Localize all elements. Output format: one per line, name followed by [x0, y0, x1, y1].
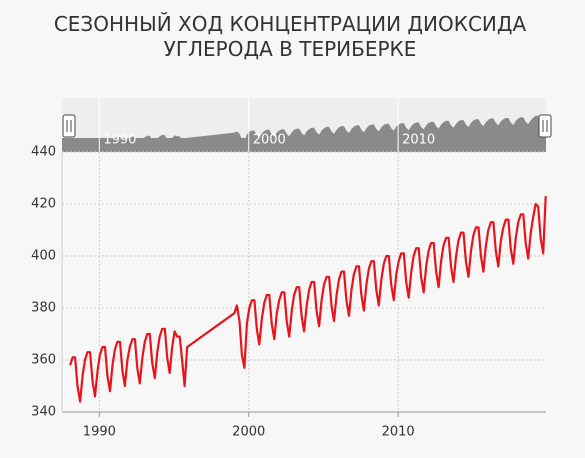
navigator-handle[interactable] [62, 114, 76, 138]
x-tick-label: 2010 [382, 425, 415, 440]
navigator-handle[interactable] [538, 114, 552, 138]
chart-title: СЕЗОННЫЙ ХОД КОНЦЕНТРАЦИИ ДИОКСИДА УГЛЕР… [53, 12, 527, 61]
y-tick-label: 420 [31, 197, 56, 212]
y-tick-label: 440 [31, 145, 56, 160]
navigator-label: 1990 [103, 133, 136, 148]
x-tick-label: 2000 [232, 425, 265, 440]
x-tick-label: 1990 [83, 425, 116, 440]
navigator-label: 2010 [402, 133, 435, 148]
navigator-fill [62, 138, 546, 152]
data-line [69, 196, 547, 403]
y-tick-label: 400 [31, 249, 56, 264]
y-tick-label: 360 [31, 353, 56, 368]
plot-bg [62, 152, 546, 412]
y-tick-label: 380 [31, 301, 56, 316]
navigator-label: 2000 [253, 133, 286, 148]
y-tick-label: 340 [31, 405, 56, 420]
